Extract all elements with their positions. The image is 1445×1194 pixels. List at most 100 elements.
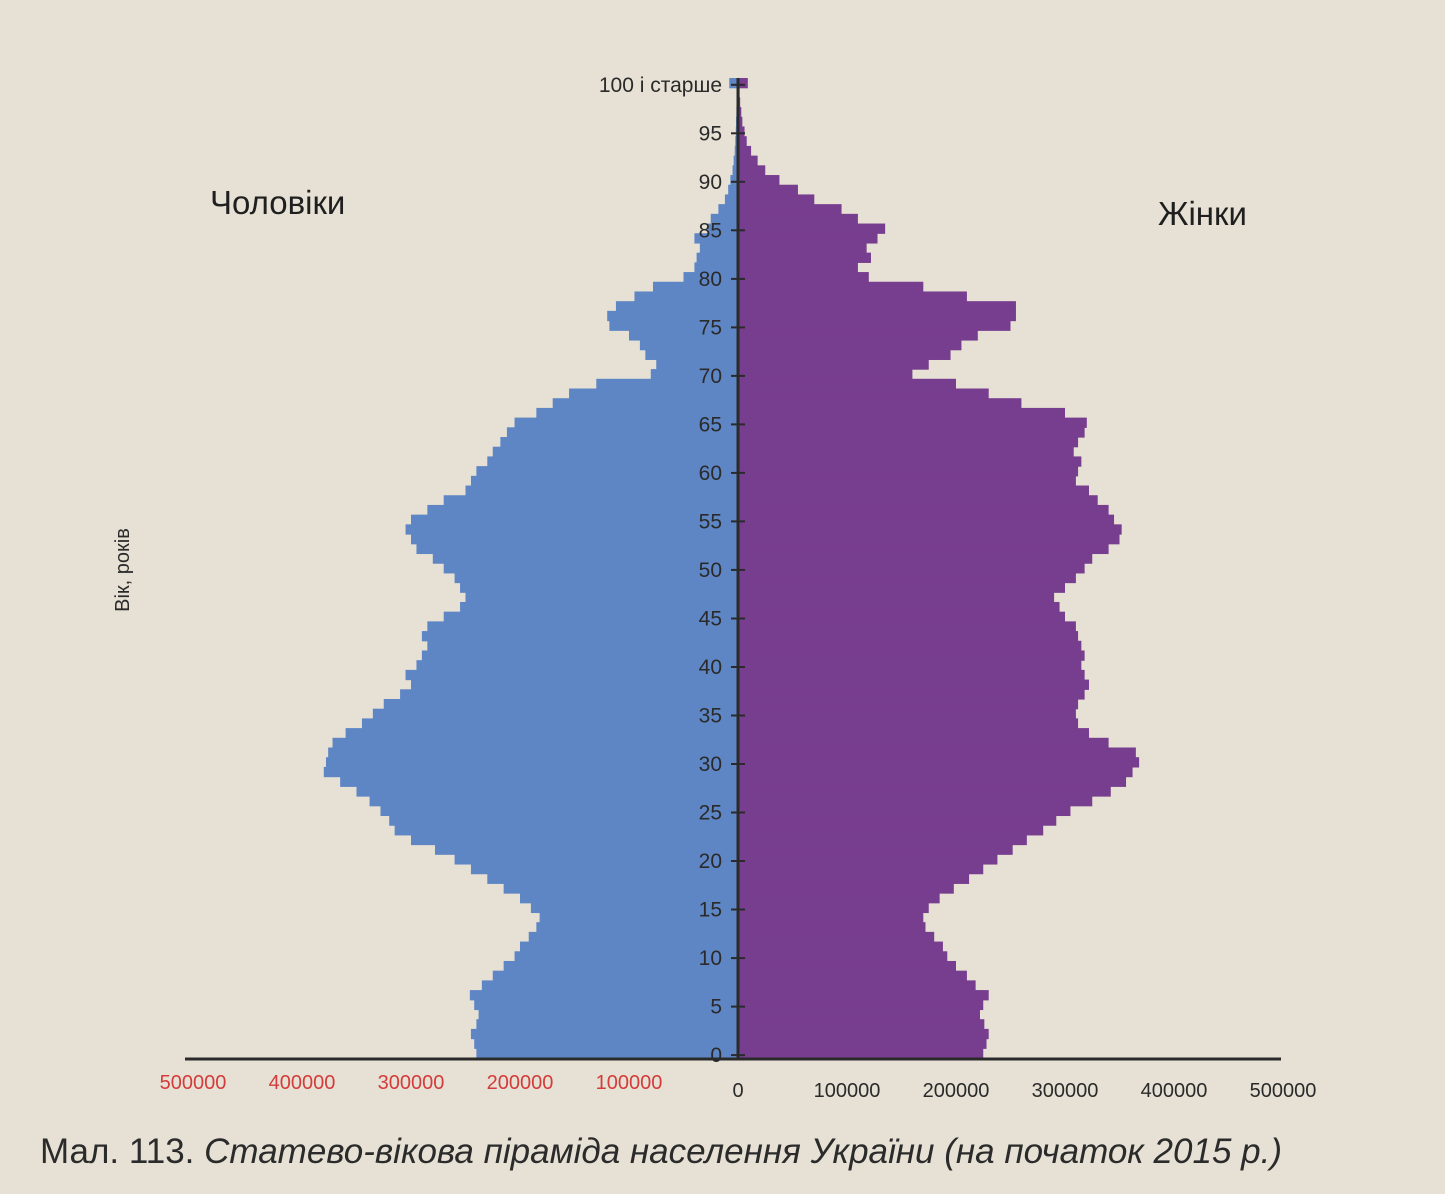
male-bar-age-81 — [694, 262, 738, 273]
female-bar-age-44 — [738, 621, 1076, 632]
female-bar-age-73 — [738, 339, 962, 351]
female-bar-age-37 — [738, 689, 1085, 700]
female-bar-age-86 — [738, 213, 858, 225]
female-bar-age-77 — [738, 301, 1016, 312]
male-bar-age-48 — [460, 582, 738, 593]
female-bar-age-24 — [738, 815, 1057, 826]
male-bar-age-88 — [724, 194, 738, 205]
male-bar-age-54 — [405, 524, 738, 535]
male-bar-age-2 — [470, 1028, 738, 1040]
male-bar-age-1 — [474, 1038, 738, 1049]
y-tick-label: 5 — [710, 996, 722, 1019]
male-bar-age-36 — [383, 698, 738, 710]
y-ticks: 0 5 10 15 20 25 30 35 40 45 50 55 60 65 70 75 80 85 90 95 10… — [599, 74, 745, 1067]
male-bar-age-23 — [394, 825, 738, 836]
male-bar-age-65 — [514, 417, 738, 428]
male-bar-age-51 — [432, 553, 738, 564]
female-bar-age-67 — [738, 398, 1022, 409]
y-tick-label: 50 — [699, 559, 722, 582]
female-bar-age-2 — [738, 1028, 989, 1040]
female-bar-age-15 — [738, 902, 929, 914]
female-bar-age-16 — [738, 893, 940, 904]
x-tick-label: 400000 — [269, 1072, 336, 1094]
male-bar-age-3 — [476, 1019, 738, 1030]
female-bar-age-42 — [738, 640, 1082, 652]
female-bar-age-41 — [738, 650, 1085, 661]
female-bar-age-91 — [738, 165, 766, 176]
female-bar-age-39 — [738, 669, 1085, 681]
female-bar-age-95 — [738, 126, 745, 137]
male-bar-age-14 — [539, 912, 738, 923]
y-tick-label: 40 — [699, 656, 722, 679]
female-bar-age-55 — [738, 514, 1115, 525]
female-bar-age-18 — [738, 873, 970, 884]
male-bar-age-39 — [405, 669, 738, 681]
female-bar-age-70 — [738, 369, 913, 380]
female-bar-age-97 — [738, 107, 742, 118]
female-bar-age-81 — [738, 262, 858, 273]
female-bar-age-28 — [738, 776, 1127, 787]
male-bar-age-30 — [325, 757, 738, 768]
female-bar-age-84 — [738, 233, 878, 244]
female-bar-age-47 — [738, 592, 1055, 603]
male-bar-age-7 — [481, 980, 738, 991]
male-bar-age-63 — [500, 437, 738, 448]
male-bar-age-85 — [707, 223, 738, 234]
y-tick-label: 25 — [699, 802, 722, 825]
male-bar-age-62 — [492, 446, 738, 458]
y-tick-label: 75 — [699, 316, 722, 339]
female-bar-age-82 — [738, 252, 871, 263]
y-tick-label: 10 — [699, 947, 722, 970]
female-bar-age-5 — [738, 999, 984, 1011]
male-bar-age-89 — [728, 184, 738, 196]
female-bar-age-13 — [738, 922, 926, 933]
female-bar-age-9 — [738, 960, 956, 972]
male-bar-age-6 — [469, 990, 738, 1001]
female-bar-age-79 — [738, 281, 924, 293]
female-bar-age-96 — [738, 116, 743, 128]
male-bar-age-32 — [332, 737, 738, 749]
female-bar-age-64 — [738, 427, 1085, 438]
female-bar-age-78 — [738, 291, 967, 302]
female-bar-age-45 — [738, 611, 1065, 622]
female-bar-age-72 — [738, 349, 951, 360]
male-bar-age-64 — [506, 427, 738, 438]
female-bar-age-17 — [738, 883, 954, 894]
y-tick-label: 95 — [699, 122, 722, 145]
male-bar-age-9 — [503, 960, 738, 972]
female-bar-age-1 — [738, 1038, 987, 1049]
female-bar-age-29 — [738, 766, 1133, 778]
female-bar-age-20 — [738, 854, 998, 865]
y-tick-label: 65 — [699, 413, 722, 436]
male-bar-age-15 — [530, 902, 738, 914]
female-bar-age-56 — [738, 504, 1109, 516]
male-bar-age-49 — [454, 572, 738, 584]
y-tick-label: 90 — [699, 171, 722, 194]
male-bar-age-41 — [421, 650, 738, 661]
male-bar-age-10 — [514, 951, 738, 962]
male-bar-age-8 — [492, 970, 738, 981]
figure-caption: Мал. 113. Статево-вікова піраміда населе… — [40, 1132, 1282, 1172]
male-bar-age-20 — [454, 854, 738, 865]
male-bar-age-29 — [323, 766, 738, 778]
female-bar-age-14 — [738, 912, 924, 923]
y-tick-label: 85 — [699, 219, 722, 242]
female-bar-age-65 — [738, 417, 1087, 428]
x-tick-label: 500000 — [1250, 1080, 1317, 1102]
x-tick-label: 200000 — [487, 1072, 554, 1094]
x-tick-label: 0 — [732, 1080, 743, 1102]
male-bar-age-12 — [528, 931, 738, 943]
female-bar-age-83 — [738, 242, 867, 254]
female-bar-age-90 — [738, 175, 780, 186]
female-bar-age-12 — [738, 931, 935, 943]
female-bar-age-54 — [738, 524, 1122, 535]
female-bar-age-4 — [738, 1009, 980, 1020]
female-bar-age-66 — [738, 407, 1065, 419]
male-bar-age-73 — [639, 339, 738, 351]
male-bar-age-69 — [596, 378, 738, 390]
x-ticks: 500000 400000 300000 200000 100000 0 100000 200… — [160, 1072, 1317, 1102]
female-bar-age-43 — [738, 631, 1079, 642]
female-bar-age-36 — [738, 698, 1079, 710]
male-bar-age-33 — [345, 728, 738, 739]
female-bar-age-59 — [738, 475, 1076, 487]
